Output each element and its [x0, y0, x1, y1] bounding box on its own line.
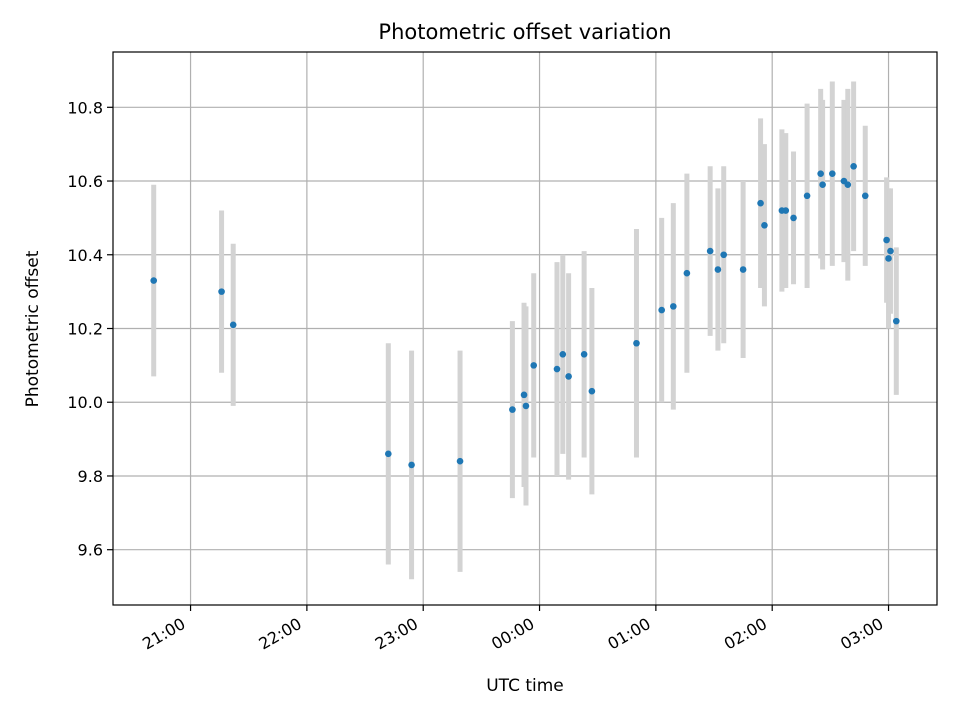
data-point [850, 162, 857, 170]
data-point [520, 391, 528, 399]
chart-title: Photometric offset variation [378, 20, 671, 44]
data-point [803, 192, 811, 200]
data-point [670, 303, 677, 310]
x-axis-label: UTC time [486, 676, 564, 696]
data-point [706, 247, 714, 255]
data-point [757, 199, 764, 207]
data-point [883, 236, 890, 244]
data-point [714, 266, 722, 273]
data-point [218, 288, 225, 295]
data-point [844, 181, 852, 189]
data-point [861, 192, 869, 200]
y-tick-label: 9.8 [78, 467, 103, 486]
y-tick-label: 10.8 [67, 98, 103, 117]
data-point [683, 269, 691, 277]
y-tick-label: 10.6 [67, 172, 103, 191]
data-point [829, 170, 836, 177]
data-point [782, 207, 790, 214]
y-tick-label: 10.2 [67, 320, 103, 339]
data-point [385, 450, 392, 458]
data-point [530, 362, 538, 369]
data-point [522, 402, 530, 410]
data-point [887, 247, 894, 255]
y-tick-label: 9.6 [78, 541, 103, 560]
data-point [408, 461, 415, 469]
data-point [790, 214, 797, 222]
data-point [658, 306, 665, 314]
data-point [456, 457, 464, 465]
data-point [565, 373, 572, 380]
y-axis-label: Photometric offset [23, 250, 43, 407]
y-tick-label: 10.4 [67, 246, 103, 265]
data-points [150, 162, 900, 469]
data-point [892, 317, 900, 325]
y-axis-ticks: 9.6 9.8 10.0 10.2 10.4 10.6 10.8 [67, 98, 113, 560]
data-point [819, 181, 826, 189]
y-tick-label: 10.0 [67, 393, 103, 412]
data-point [559, 351, 567, 358]
data-point [885, 255, 892, 262]
grid-lines [113, 52, 937, 605]
data-point [761, 221, 768, 229]
data-point [553, 365, 561, 373]
data-point [739, 266, 747, 273]
data-point [588, 387, 596, 395]
data-point [509, 406, 516, 413]
data-point [229, 321, 237, 329]
data-point [150, 277, 158, 284]
data-point [633, 339, 640, 347]
data-point [580, 351, 588, 358]
data-point [720, 251, 728, 259]
data-point [817, 170, 824, 177]
